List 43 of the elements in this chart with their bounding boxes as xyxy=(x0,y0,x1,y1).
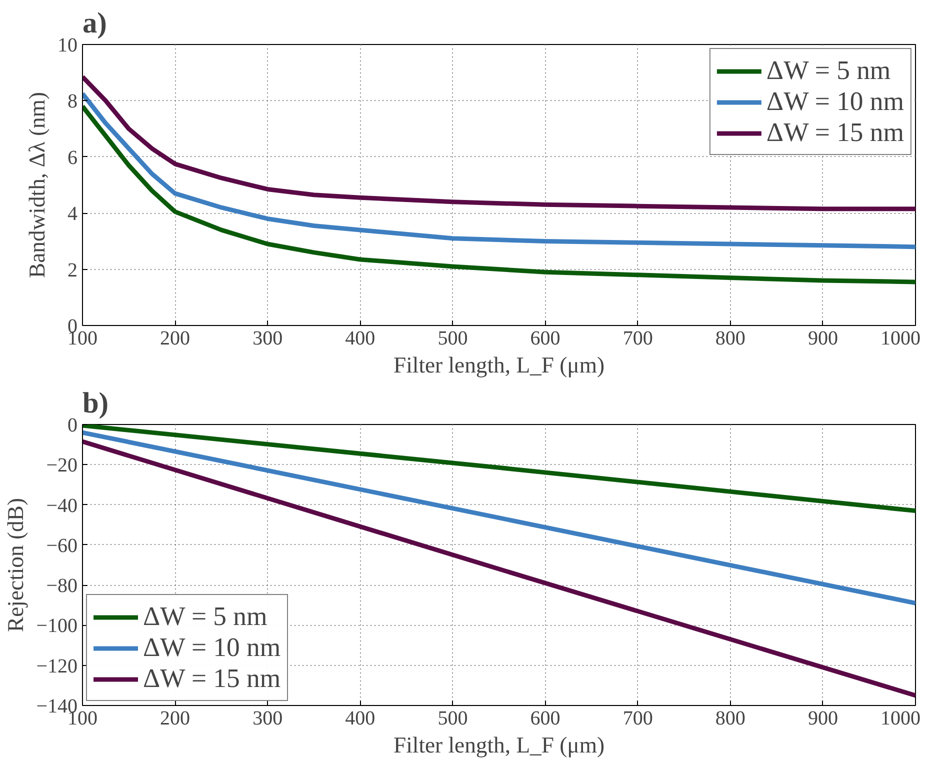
legend-label: ΔW = 15 nm xyxy=(766,117,904,148)
y-tick-label: 8 xyxy=(68,90,78,113)
y-tick-label: −100 xyxy=(36,615,78,638)
y-axis-title: Rejection (dB) xyxy=(3,498,28,632)
y-tick-label: 2 xyxy=(68,259,78,282)
x-tick-label: 1000 xyxy=(880,328,920,350)
x-tick-label: 900 xyxy=(808,708,838,730)
x-tick-label: 900 xyxy=(808,328,838,350)
x-tick-label: 600 xyxy=(530,328,560,350)
y-tick-label: −120 xyxy=(36,655,78,678)
line-series xyxy=(82,91,916,250)
legend-label: ΔW = 10 nm xyxy=(766,86,904,117)
x-tick-label: 200 xyxy=(160,708,190,730)
x-tick-label: 800 xyxy=(715,328,746,350)
y-tick-label: 6 xyxy=(68,146,78,169)
y-tick-label: 0 xyxy=(68,414,78,436)
legend-label: ΔW = 10 nm xyxy=(143,632,281,663)
x-tick-label: 600 xyxy=(530,708,560,730)
x-tick-label: 800 xyxy=(715,708,746,730)
x-tick-label: 700 xyxy=(622,708,653,730)
x-tick-label: 200 xyxy=(160,328,190,350)
x-tick-label: 300 xyxy=(252,708,283,730)
y-axis-title: Bandwidth, Δλ (nm) xyxy=(24,92,50,278)
x-tick-label: 700 xyxy=(622,328,653,350)
x-axis-title: Filter length, L_F (μm) xyxy=(394,352,604,378)
x-axis-title: Filter length, L_F (μm) xyxy=(394,732,604,758)
chart-title: a) xyxy=(82,8,107,40)
y-tick-label: 4 xyxy=(68,203,78,226)
x-tick-label: 300 xyxy=(252,328,283,350)
legend-label: ΔW = 5 nm xyxy=(766,55,891,86)
legend-label: ΔW = 15 nm xyxy=(143,663,281,694)
y-tick-label: −80 xyxy=(46,575,78,598)
x-tick-label: 400 xyxy=(345,328,376,350)
x-tick-label: 500 xyxy=(438,328,468,350)
x-tick-label: 500 xyxy=(438,708,468,730)
y-tick-label: −20 xyxy=(46,454,78,477)
y-tick-label: 10 xyxy=(58,34,78,56)
chart-title: b) xyxy=(82,388,109,420)
x-tick-label: 400 xyxy=(345,708,376,730)
y-tick-label: −40 xyxy=(46,494,78,517)
y-tick-label: −60 xyxy=(46,534,78,557)
x-tick-label: 1000 xyxy=(880,708,920,730)
legend-label: ΔW = 5 nm xyxy=(143,601,268,632)
